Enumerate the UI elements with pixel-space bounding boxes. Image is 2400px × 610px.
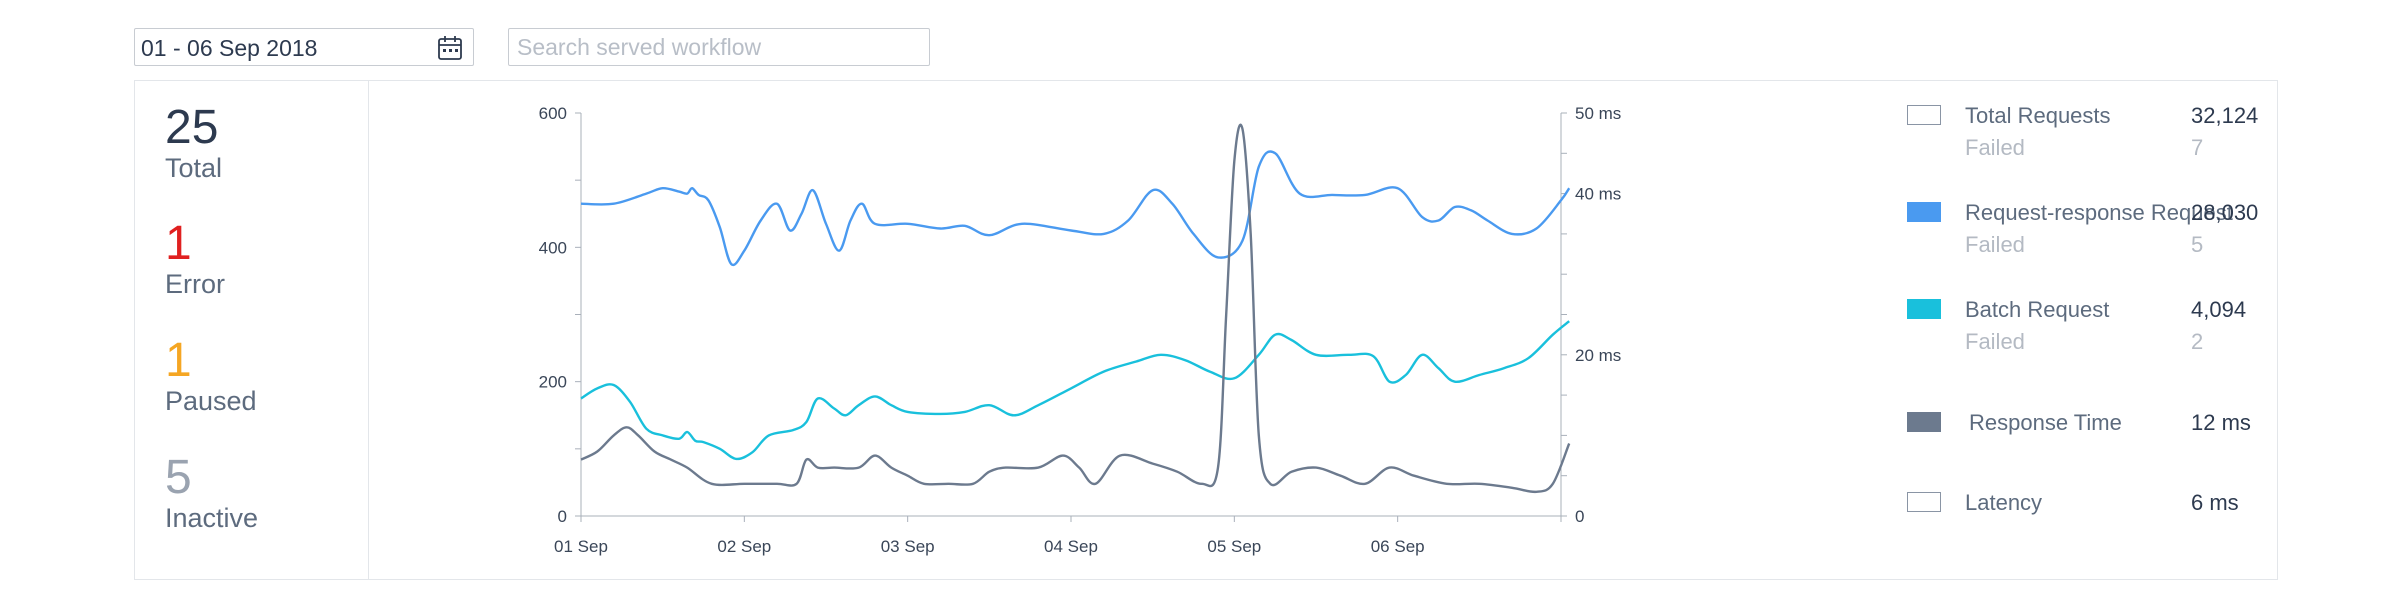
series-request-response-line — [580, 150, 1571, 267]
y-right-tick-label: 40 ms — [1575, 185, 1621, 204]
legend-value: 12 ms — [2191, 410, 2251, 435]
legend-failed-value: 7 — [2191, 135, 2204, 160]
y-left-tick-label: 400 — [539, 238, 567, 257]
y-right-tick-label: 50 ms — [1575, 104, 1621, 123]
x-tick-label: 02 Sep — [717, 537, 771, 556]
legend-label: Response Time — [1969, 410, 2122, 435]
legend-value: 4,094 — [2191, 297, 2247, 322]
legend-failed-label: Failed — [1965, 135, 2025, 160]
legend-failed-value: 5 — [2191, 232, 2204, 257]
legend-swatch-blue — [1907, 202, 1941, 222]
dashboard-panel: 25 Total 1 Error 1 Paused 5 Inactive 0 20… — [134, 80, 2278, 580]
chart-legend: Total Requests 32,124 Failed 7 Request-r… — [1775, 81, 2275, 579]
y-left-tick-label: 600 — [539, 104, 567, 123]
date-range-value: 01 - 06 Sep 2018 — [141, 35, 318, 61]
legend-value: 28,030 — [2191, 200, 2259, 225]
legend-swatch-outline — [1907, 105, 1941, 125]
series-batch-line — [580, 320, 1570, 461]
x-tick-label: 04 Sep — [1044, 537, 1098, 556]
legend-label: Latency — [1965, 490, 2043, 515]
chart-svg: 0 200 400 600 0 20 ms 40 ms 50 ms 01 Sep 02 Sep 03… — [539, 104, 1622, 556]
legend-failed-label: Failed — [1965, 232, 2025, 257]
stat-total-value: 25 — [165, 101, 219, 154]
stat-inactive-label: Inactive — [165, 503, 259, 533]
stat-total-label: Total — [165, 153, 223, 183]
stat-paused[interactable]: 1 Paused — [165, 334, 257, 417]
stat-error[interactable]: 1 Error — [165, 217, 225, 300]
legend-swatch-cyan — [1907, 299, 1941, 319]
stat-error-value: 1 — [165, 217, 192, 270]
legend-value: 32,124 — [2191, 103, 2259, 128]
legend-swatch-outline — [1907, 492, 1941, 512]
stat-inactive[interactable]: 5 Inactive — [165, 451, 259, 534]
legend-swatch-gray — [1907, 412, 1941, 432]
legend-failed-label: Failed — [1965, 329, 2025, 354]
series-response-time-line — [580, 123, 1571, 494]
stat-paused-value: 1 — [165, 334, 192, 387]
requests-chart: 0 200 400 600 0 20 ms 40 ms 50 ms 01 Sep 02 Sep 03… — [369, 81, 1769, 579]
y-right-tick-label: 0 — [1575, 507, 1584, 526]
legend-label: Batch Request — [1965, 297, 2110, 322]
legend-value: 6 ms — [2191, 490, 2239, 515]
date-range-picker[interactable]: 01 - 06 Sep 2018 — [134, 28, 474, 66]
x-tick-label: 06 Sep — [1371, 537, 1425, 556]
search-input[interactable] — [508, 28, 930, 66]
x-tick-label: 05 Sep — [1207, 537, 1261, 556]
y-right-tick-label: 20 ms — [1575, 346, 1621, 365]
toolbar: 01 - 06 Sep 2018 — [134, 28, 934, 68]
stat-paused-label: Paused — [165, 386, 257, 416]
x-tick-label: 01 Sep — [554, 537, 608, 556]
legend-failed-value: 2 — [2191, 329, 2204, 354]
y-left-tick-label: 200 — [539, 373, 567, 392]
stat-error-label: Error — [165, 269, 225, 299]
y-left-tick-label: 0 — [558, 507, 567, 526]
x-tick-label: 03 Sep — [881, 537, 935, 556]
legend-label: Total Requests — [1965, 103, 2111, 128]
workflow-stats: 25 Total 1 Error 1 Paused 5 Inactive — [135, 81, 369, 579]
stat-total[interactable]: 25 Total — [165, 101, 223, 184]
stat-inactive-value: 5 — [165, 451, 192, 504]
calendar-icon[interactable] — [437, 35, 463, 61]
legend-label: Request-response Request — [1965, 200, 2233, 225]
